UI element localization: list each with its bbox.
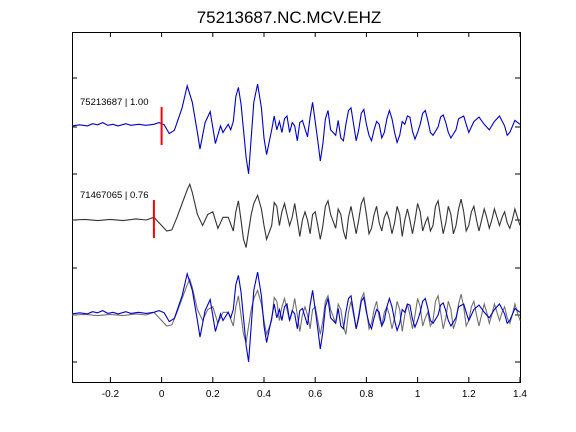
x-axis: -0.2 0 0.2 0.4 0.6 0.8 1 1.2 1.4	[102, 32, 527, 400]
waveform-trace-2	[71, 182, 521, 248]
x-tick-label: 1.4	[513, 389, 527, 400]
x-tick-label: 0.2	[206, 389, 220, 400]
x-tick-label: 0.8	[359, 389, 373, 400]
traces	[71, 83, 521, 362]
x-tick-label: 1.2	[462, 389, 476, 400]
trace-labels: 75213687 | 1.00 71467065 | 0.76	[80, 97, 149, 201]
trace-label-2: 71467065 | 0.76	[80, 190, 149, 201]
chart-title: 75213687.NC.MCV.EHZ	[197, 8, 382, 27]
trace-label-1: 75213687 | 1.00	[80, 97, 149, 108]
x-tick-label: 0.4	[257, 389, 271, 400]
x-tick-label: 0.6	[308, 389, 322, 400]
x-tick-label: -0.2	[102, 389, 120, 400]
plot-frame	[72, 32, 521, 383]
x-tick-label: 1	[415, 389, 421, 400]
overlay-trace-primary	[71, 271, 521, 362]
x-tick-label: 0	[159, 389, 165, 400]
overlay-trace-secondary	[71, 277, 521, 343]
waveform-trace-1	[71, 83, 521, 174]
